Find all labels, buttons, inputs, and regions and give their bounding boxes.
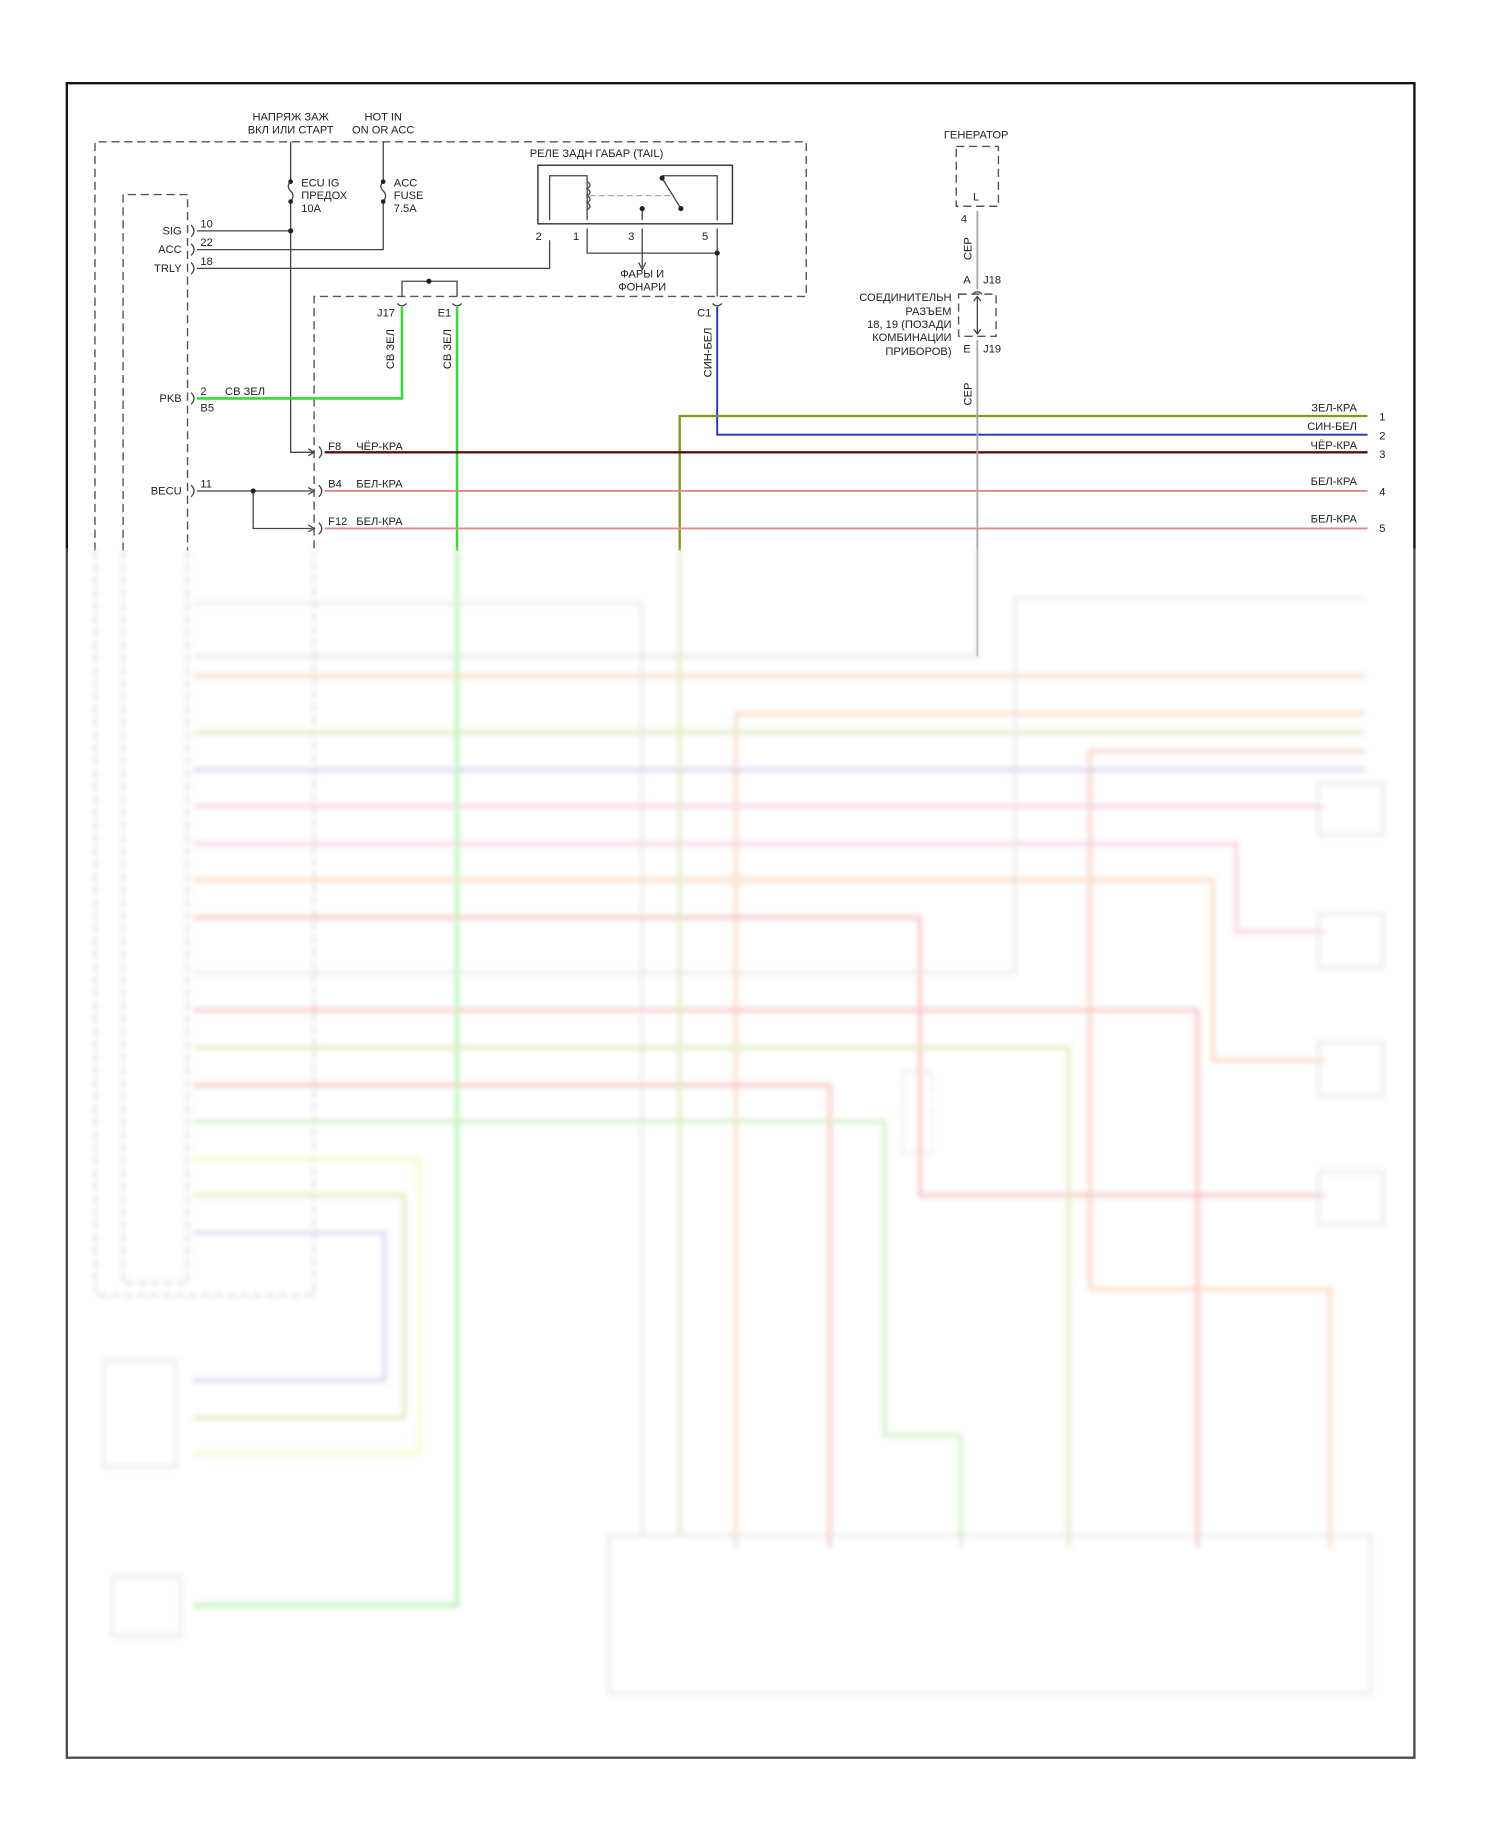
svg-text:5: 5 [1379, 523, 1385, 535]
ecu-pin-becu: BECU 11 [151, 478, 312, 530]
output-4: БЕЛ-КРА 4 [1311, 476, 1386, 499]
acc-fuse-label-2: FUSE [394, 190, 424, 202]
ecu-ig-fuse-icon [287, 181, 294, 202]
svg-text:3: 3 [1379, 449, 1385, 461]
acc-fuse-label: ACC [394, 177, 418, 189]
ecu-pin-acc: ACC 22 [158, 237, 213, 256]
svg-text:18: 18 [200, 256, 212, 268]
acc-power-label-2: ON OR ACC [352, 125, 414, 137]
svg-text:2: 2 [1379, 430, 1385, 442]
ecu-outline [122, 193, 189, 551]
relay-pin-1: 1 [573, 231, 579, 243]
j19-pin: E [963, 344, 970, 356]
j18-pin: A [963, 275, 971, 287]
svg-text:СВ ЗЕЛ: СВ ЗЕЛ [225, 386, 265, 398]
lights-label: ФАРЫ И [620, 269, 664, 281]
output-2: СИН-БЕЛ 2 [1307, 421, 1385, 442]
relay-pin-5: 5 [702, 231, 708, 243]
diagram-frame [65, 82, 1416, 1759]
j19-label: J19 [983, 344, 1001, 356]
ign-power-label: НАПРЯЖ ЗАЖ [253, 112, 330, 124]
generator-wire-bottom-label: СЕР [962, 383, 974, 406]
svg-text:СОЕДИНИТЕЛЬН: СОЕДИНИТЕЛЬН [859, 292, 951, 304]
wire-c1-blue [716, 307, 1368, 436]
ecu-pin-pkb: PKB 2 B5 СВ ЗЕЛ [159, 386, 265, 414]
svg-text:РАЗЪЕМ: РАЗЪЕМ [905, 306, 951, 318]
f12-label: F12 [328, 516, 347, 528]
svg-text:КОМБИНАЦИИ: КОМБИНАЦИИ [872, 332, 951, 344]
generator [955, 145, 1000, 207]
j18-label: J18 [983, 275, 1001, 287]
ign-power-label-2: ВКЛ ИЛИ СТАРТ [248, 125, 334, 137]
e1-wire-label: СВ ЗЕЛ [442, 329, 454, 369]
f8-wire-label: ЧЁР-КРА [356, 441, 403, 453]
wire-green-red [678, 414, 1368, 551]
output-1: ЗЕЛ-КРА 1 [1311, 402, 1385, 423]
svg-text:18, 19 (ПОЗАДИ: 18, 19 (ПОЗАДИ [867, 319, 951, 331]
c1-wire-label: СИН-БЕЛ [702, 328, 714, 378]
b4-label: B4 [328, 478, 342, 490]
svg-text:BECU: BECU [151, 485, 182, 497]
generator-wire-top-label: СЕР [962, 237, 974, 260]
relay-pin-3: 3 [628, 231, 634, 243]
connector-j18-j19 [957, 293, 997, 338]
ecu-pin-trly: TRLY 18 [154, 240, 551, 275]
tail-relay-title: РЕЛЕ ЗАДН ГАБАР (TAIL) [530, 148, 664, 160]
output-3: ЧЁР-КРА 3 [1310, 440, 1385, 461]
svg-text:СИН-БЕЛ: СИН-БЕЛ [1307, 421, 1357, 433]
f8-label: F8 [328, 441, 341, 453]
fuse-block-outline [94, 141, 807, 551]
svg-text:ПРИБОРОВ): ПРИБОРОВ) [885, 346, 951, 358]
acc-power-label: HOT IN [364, 112, 402, 124]
svg-text:ЧЁР-КРА: ЧЁР-КРА [1310, 440, 1357, 452]
svg-text:1: 1 [1379, 412, 1385, 424]
svg-text:SIG: SIG [163, 225, 182, 237]
svg-text:PKB: PKB [159, 393, 181, 405]
f12-wire-label: БЕЛ-КРА [356, 516, 403, 528]
acc-fuse-icon [380, 181, 387, 202]
c1-label: C1 [697, 307, 711, 319]
generator-terminal: L [973, 191, 979, 203]
b4-wire-label: БЕЛ-КРА [356, 478, 403, 490]
ecu-ig-fuse-label: ECU IG [301, 177, 339, 189]
j17-wire-label: СВ ЗЕЛ [385, 329, 397, 369]
wire-pkb-green [196, 307, 404, 400]
ecu-ig-fuse-rating: 10A [301, 203, 321, 215]
svg-text:10: 10 [200, 218, 212, 230]
tail-relay [537, 164, 734, 225]
output-5: БЕЛ-КРА 5 [1311, 514, 1386, 535]
svg-text:4: 4 [1379, 487, 1385, 499]
svg-text:2: 2 [200, 386, 206, 398]
generator-pin: 4 [961, 214, 967, 226]
svg-text:B5: B5 [200, 402, 214, 414]
ecu-pin-sig: SIG 10 [163, 218, 294, 237]
generator-title: ГЕНЕРАТОР [944, 129, 1009, 141]
e1-label: E1 [438, 307, 452, 319]
blurred-lower-section [94, 550, 1384, 1695]
ecu-ig-fuse-label-2: ПРЕДОХ [301, 190, 348, 202]
relay-pin-2: 2 [536, 231, 542, 243]
svg-text:TRLY: TRLY [154, 263, 182, 275]
lights-label-2: ФОНАРИ [618, 282, 666, 294]
svg-text:22: 22 [200, 237, 212, 249]
j17-label: J17 [377, 307, 395, 319]
blur-overlay [58, 548, 1424, 1768]
connector-label: СОЕДИНИТЕЛЬН РАЗЪЕМ 18, 19 (ПОЗАДИ КОМБИ… [859, 292, 952, 358]
acc-fuse-rating: 7.5A [394, 203, 417, 215]
svg-text:11: 11 [200, 478, 212, 490]
relay-coil-icon [585, 181, 591, 211]
svg-text:БЕЛ-КРА: БЕЛ-КРА [1311, 514, 1358, 526]
svg-text:БЕЛ-КРА: БЕЛ-КРА [1311, 476, 1358, 488]
svg-text:ACC: ACC [158, 244, 182, 256]
svg-text:ЗЕЛ-КРА: ЗЕЛ-КРА [1311, 402, 1357, 414]
